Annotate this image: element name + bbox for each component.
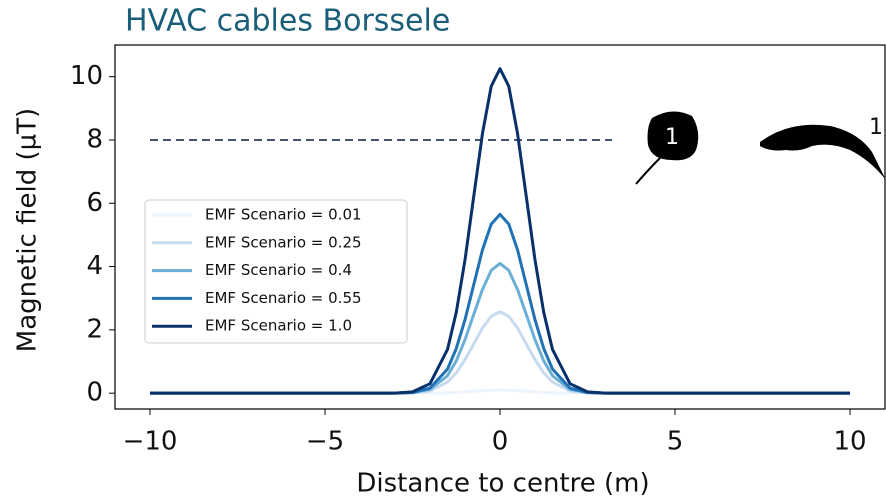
x-tick-label: 10 [833,427,866,457]
x-tick-label: 0 [492,427,509,457]
icon-label: 1 [665,125,679,150]
y-tick-label: 0 [86,378,103,408]
x-tick-label: −10 [123,427,178,457]
legend-label: EMF Scenario = 0.4 [205,261,352,279]
y-tick-label: 2 [86,314,103,344]
legend-label: EMF Scenario = 0.55 [205,289,362,307]
y-tick-label: 10 [70,61,103,91]
shark-icon: 1 [760,115,886,180]
chart-title: HVAC cables Borssele [125,4,450,39]
chart: HVAC cables Borssele Distance to centre … [0,0,886,500]
x-axis-label: Distance to centre (m) [356,469,649,499]
legend-label: EMF Scenario = 0.25 [205,233,362,251]
x-tick-label: −5 [306,427,344,457]
x-tick-label: 5 [667,427,684,457]
y-tick-label: 6 [86,188,103,218]
legend-label: EMF Scenario = 1.0 [205,317,352,335]
y-axis-label: Magnetic field (µT) [13,108,43,352]
y-tick-label: 4 [86,251,103,281]
legend-label: EMF Scenario = 0.01 [205,206,362,224]
skate-icon: 1 [636,111,698,184]
page: HVAC cables Borssele Distance to centre … [0,0,886,500]
y-tick-label: 8 [86,124,103,154]
icon-label: 1 [869,115,883,140]
